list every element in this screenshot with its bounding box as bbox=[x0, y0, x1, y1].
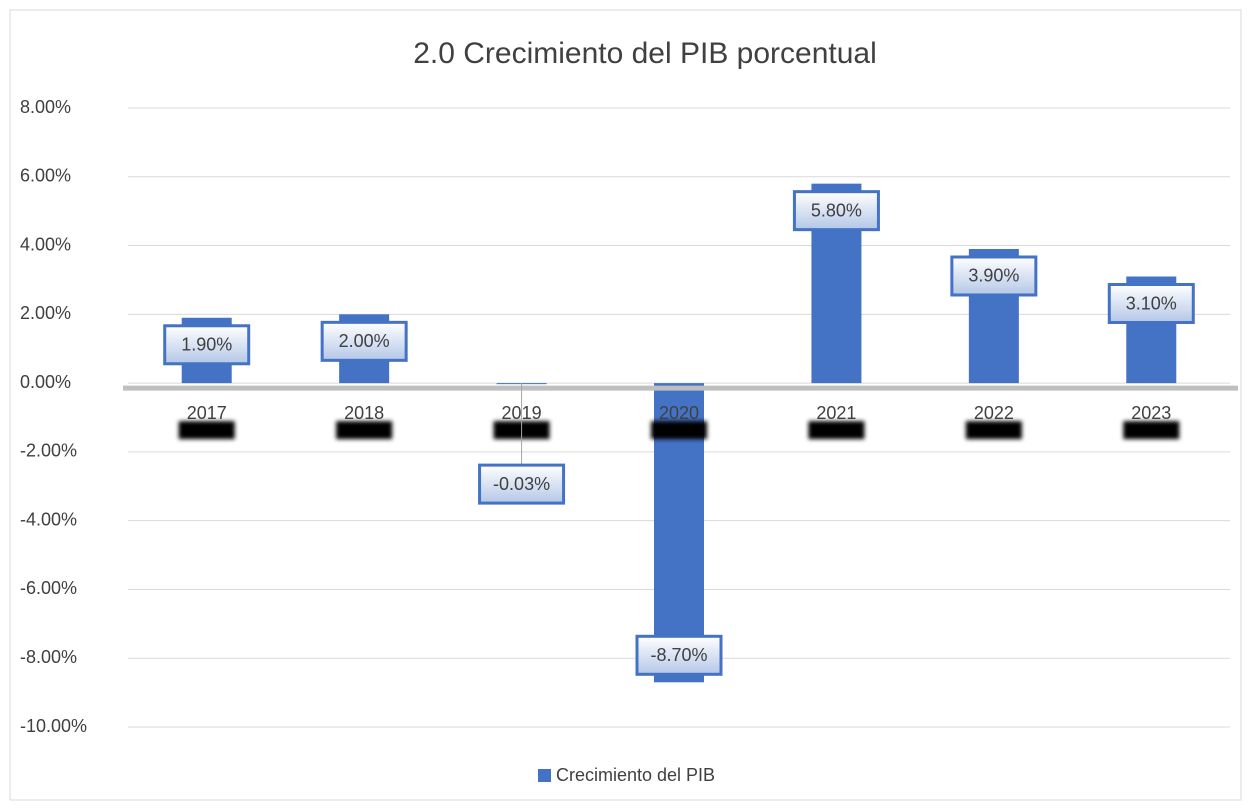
data-label: 2.00% bbox=[339, 331, 390, 351]
data-label-box bbox=[478, 463, 566, 505]
x-tick-label-shadow bbox=[965, 421, 1022, 440]
data-label: -0.03% bbox=[493, 474, 550, 494]
y-tick-label: -10.00% bbox=[20, 716, 87, 736]
data-label: 3.10% bbox=[1126, 293, 1177, 313]
chart-border bbox=[9, 9, 1242, 801]
legend-label: Crecimiento del PIB bbox=[556, 765, 715, 785]
data-label-box bbox=[320, 320, 408, 362]
x-tick-label-shadow bbox=[336, 421, 393, 440]
x-tick-label: 2021 bbox=[816, 403, 856, 423]
y-tick-label: 4.00% bbox=[20, 234, 71, 254]
data-label: 3.90% bbox=[968, 266, 1019, 286]
chart-title: 2.0 Crecimiento del PIB porcentual bbox=[413, 37, 877, 70]
data-label: -8.70% bbox=[650, 645, 707, 665]
x-tick-label: 2022 bbox=[974, 403, 1014, 423]
data-label-box bbox=[950, 255, 1038, 297]
y-tick-label: -6.00% bbox=[20, 578, 77, 598]
data-label-box bbox=[1107, 283, 1195, 325]
x-tick-label-shadow bbox=[1123, 421, 1180, 440]
data-label: 1.90% bbox=[181, 335, 232, 355]
data-label: 5.80% bbox=[811, 200, 862, 220]
y-tick-label: 8.00% bbox=[20, 97, 71, 117]
y-tick-label: 2.00% bbox=[20, 303, 71, 323]
x-tick-label-shadow bbox=[808, 421, 865, 440]
x-tick-label-shadow bbox=[178, 421, 235, 440]
data-label-box bbox=[163, 324, 251, 366]
x-tick-label: 2018 bbox=[344, 403, 384, 423]
legend-swatch bbox=[538, 769, 551, 782]
y-tick-label: -2.00% bbox=[20, 441, 77, 461]
y-tick-label: -8.00% bbox=[20, 647, 77, 667]
y-tick-label: -4.00% bbox=[20, 509, 77, 529]
x-tick-label: 2017 bbox=[187, 403, 227, 423]
x-tick-label-shadow bbox=[651, 421, 707, 440]
y-tick-label: 6.00% bbox=[20, 166, 71, 186]
x-tick-label: 2023 bbox=[1131, 403, 1171, 423]
x-tick-label: 2020 bbox=[659, 403, 699, 423]
data-label-box bbox=[635, 634, 723, 676]
y-tick-label: 0.00% bbox=[20, 372, 71, 392]
data-label-box bbox=[792, 190, 880, 232]
